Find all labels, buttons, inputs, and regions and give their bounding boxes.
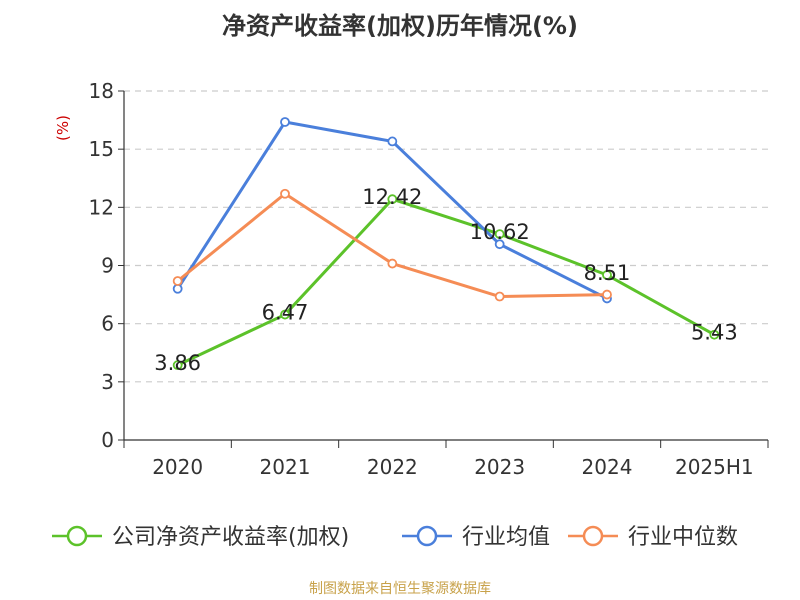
y-tick-label: 3 <box>101 370 114 394</box>
data-label: 10.62 <box>470 220 530 244</box>
data-point <box>280 188 290 199</box>
data-label: 8.51 <box>584 261 631 285</box>
data-label: 3.86 <box>154 351 201 375</box>
data-point <box>494 229 505 239</box>
y-axis-label: (%) <box>54 115 72 141</box>
data-labels: 3.86 6.47 12.42 10.62 8.51 5.43 <box>154 185 737 375</box>
data-point <box>172 276 183 286</box>
data-label: 6.47 <box>262 301 309 325</box>
y-tick-label: 9 <box>101 254 114 278</box>
y-tick-label: 6 <box>101 312 114 336</box>
legend-label: 行业均值 <box>462 525 550 550</box>
y-tick-label: 12 <box>89 195 114 219</box>
x-tick-label: 2024 <box>582 455 633 479</box>
x-tick-label: 2020 <box>152 455 203 479</box>
x-tick-label: 2025H1 <box>675 455 754 479</box>
legend-item-1: 行业均值 <box>402 525 550 550</box>
x-tick-label: 2023 <box>474 455 525 479</box>
data-point <box>387 194 398 205</box>
source-note: 制图数据来自恒生聚源数据库 <box>309 581 491 597</box>
data-point <box>709 329 720 340</box>
series-0 <box>172 194 720 371</box>
legend-marker <box>416 525 438 547</box>
data-point <box>387 136 398 147</box>
data-point <box>602 270 612 280</box>
legend-label: 公司净资产收益率(加权) <box>112 525 349 550</box>
data-label: 5.43 <box>691 321 738 345</box>
data-point <box>602 289 612 300</box>
chart-title: 净资产收益率(加权)历年情况(%) <box>222 12 578 40</box>
x-tick-label: 2021 <box>260 455 311 479</box>
y-tick-label: 18 <box>89 79 114 103</box>
series-lines <box>172 117 720 371</box>
legend-marker <box>582 525 604 547</box>
series-line <box>177 197 716 367</box>
legend-item-0: 公司净资产收益率(加权) <box>52 525 349 550</box>
legend-marker <box>66 525 88 547</box>
y-tick-label: 15 <box>89 137 114 161</box>
legend-item-2: 行业中位数 <box>568 525 738 550</box>
data-point <box>172 360 183 371</box>
data-point <box>494 239 505 250</box>
data-point <box>494 291 505 302</box>
data-point <box>280 309 290 320</box>
series-line <box>176 120 608 300</box>
grid-lines <box>124 90 768 383</box>
data-label: 12.42 <box>362 185 422 209</box>
data-point <box>172 283 183 294</box>
legend-label: 行业中位数 <box>628 525 738 550</box>
axes: 0 3 6 9 12 15 18 (%) 2020 2021 2022 2023 2024 2025H1 <box>54 79 769 479</box>
x-tick-label: 2022 <box>367 455 418 479</box>
data-point <box>280 117 290 127</box>
y-tick-label: 0 <box>101 428 114 452</box>
series-1 <box>172 117 612 304</box>
series-2 <box>172 188 612 302</box>
legend: 公司净资产收益率(加权) 行业均值 行业中位数 <box>52 525 738 550</box>
data-point <box>387 258 398 269</box>
